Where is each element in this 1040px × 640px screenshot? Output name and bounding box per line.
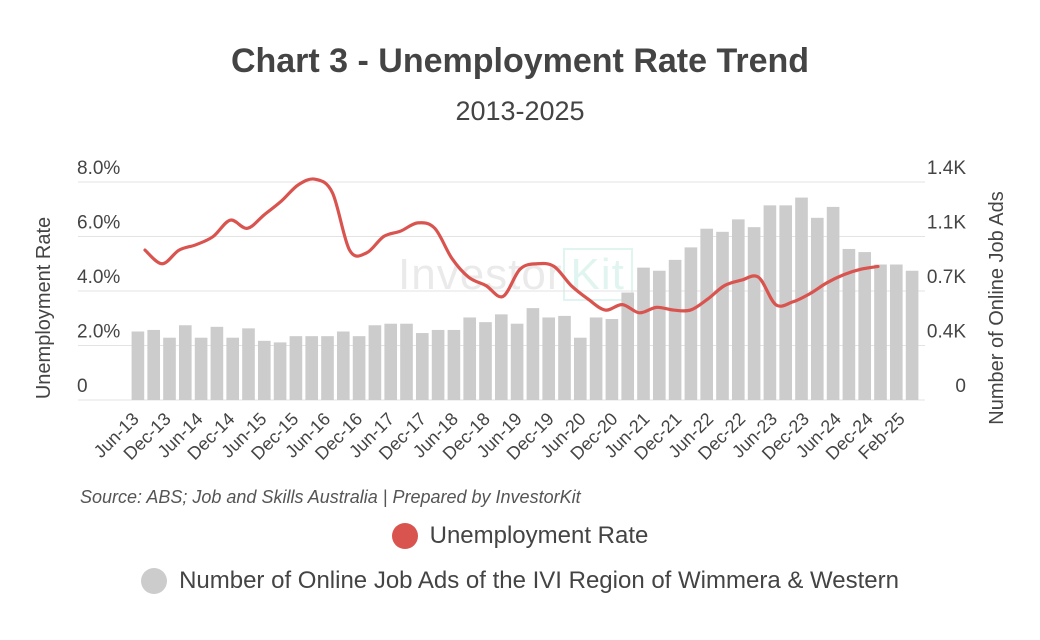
- bar: [779, 205, 793, 400]
- bar: [889, 264, 903, 400]
- bar: [858, 252, 872, 400]
- bar: [463, 317, 477, 400]
- bar: [731, 219, 745, 400]
- bar: [905, 270, 919, 400]
- bar: [810, 217, 824, 400]
- bar: [336, 331, 350, 400]
- y-right-tick-label: 0.7K: [927, 267, 966, 288]
- y-left-tick-label: 0: [77, 376, 88, 397]
- bar: [210, 326, 224, 400]
- y-right-axis-title: Number of Online Job Ads: [986, 191, 1008, 424]
- bar: [131, 331, 145, 400]
- source-note: Source: ABS; Job and Skills Australia | …: [80, 487, 581, 507]
- y-right-tick-label: 1.1K: [927, 213, 966, 234]
- bar: [637, 267, 650, 400]
- bar: [242, 328, 255, 400]
- bar: [826, 206, 840, 400]
- bar: [194, 337, 208, 400]
- bar: [305, 336, 319, 400]
- bar: [415, 333, 429, 400]
- bar: [178, 325, 192, 400]
- legend-item-bar[interactable]: Number of Online Job Ads of the IVI Regi…: [0, 567, 1040, 595]
- bar: [842, 248, 856, 400]
- y-left-tick-label: 8.0%: [77, 158, 120, 179]
- bar: [558, 315, 571, 400]
- bar: [226, 337, 240, 400]
- bar: [289, 336, 303, 400]
- legend-item-line[interactable]: Unemployment Rate: [0, 522, 1040, 550]
- bar: [763, 205, 777, 400]
- bar: [874, 264, 887, 400]
- bar: [526, 308, 540, 400]
- bar: [573, 337, 587, 400]
- y-left-axis-title: Unemployment Rate: [33, 217, 55, 399]
- bar: [542, 317, 556, 400]
- bar: [321, 336, 334, 400]
- bar: [510, 323, 524, 400]
- legend-label-line: Unemployment Rate: [429, 522, 649, 549]
- bar: [684, 247, 698, 400]
- bar: [716, 231, 729, 400]
- legend-swatch-bar: [141, 568, 168, 594]
- bar: [747, 227, 761, 400]
- chart-subtitle: 2013-2025: [455, 96, 585, 126]
- y-left-tick-label: 2.0%: [77, 322, 120, 343]
- bar: [384, 323, 398, 400]
- bar: [479, 322, 492, 400]
- bar: [257, 340, 271, 400]
- bar: [700, 228, 714, 400]
- y-right-tick-label: 0.4K: [927, 322, 966, 343]
- bar: [494, 314, 508, 400]
- bar: [400, 323, 413, 400]
- bar: [163, 337, 176, 400]
- bar: [621, 292, 635, 400]
- bar: [447, 329, 461, 400]
- chart-title: Chart 3 - Unemployment Rate Trend: [230, 42, 810, 80]
- bar: [668, 259, 682, 400]
- bar: [368, 325, 382, 400]
- unemployment-line: [143, 177, 880, 315]
- bar: [652, 270, 666, 400]
- bar: [431, 329, 445, 400]
- bar: [273, 342, 287, 400]
- bar: [147, 329, 161, 400]
- y-right-tick-label: 1.4K: [927, 158, 966, 179]
- y-left-tick-label: 6.0%: [77, 213, 120, 234]
- bar: [589, 317, 603, 400]
- y-right-tick-label: 0: [955, 376, 966, 397]
- bar: [352, 336, 366, 400]
- bar: [605, 319, 619, 400]
- legend-swatch-line: [391, 523, 418, 549]
- y-left-tick-label: 4.0%: [77, 267, 120, 288]
- legend-label-bar: Number of Online Job Ads of the IVI Regi…: [179, 567, 899, 594]
- combo-chart: 0 2.0% 4.0% 6.0% 8.0% 0 0.4K 0.7K 1.1K 1.4K Unempl…: [33, 158, 1008, 464]
